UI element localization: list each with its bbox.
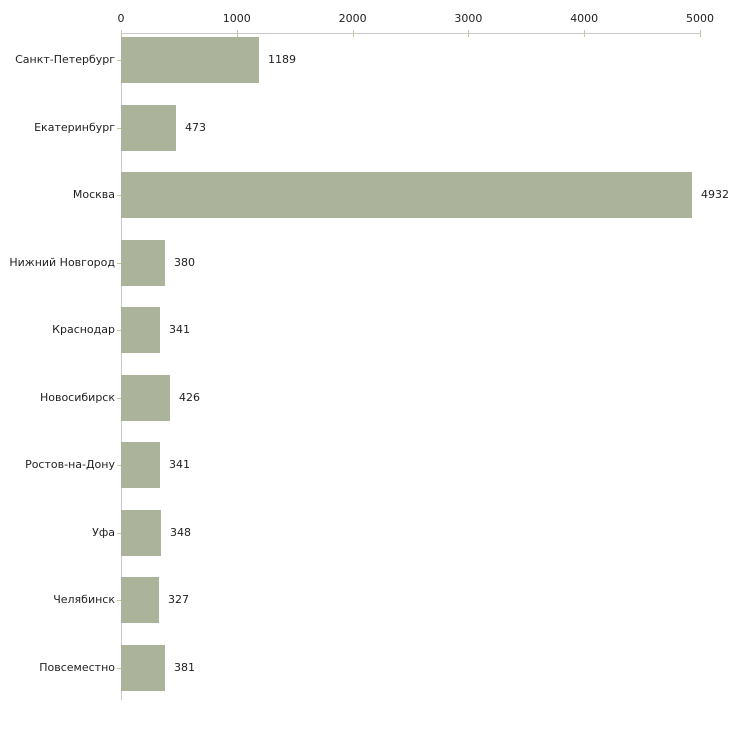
value-label: 380: [174, 256, 195, 269]
bar: [121, 510, 161, 556]
x-axis-tick-mark: [352, 30, 354, 37]
bar: [121, 307, 160, 353]
value-label: 341: [169, 458, 190, 471]
category-label: Ростов-на-Дону: [25, 458, 115, 471]
bar: [121, 37, 259, 83]
value-label: 1189: [268, 53, 296, 66]
category-label: Краснодар: [52, 323, 115, 336]
x-axis-tick-mark: [700, 30, 701, 37]
x-axis-tick-label: 5000: [686, 12, 714, 25]
bar: [121, 105, 176, 151]
x-axis-tick-label: 0: [117, 12, 125, 25]
category-label: Екатеринбург: [34, 121, 115, 134]
category-label: Уфа: [92, 526, 115, 539]
bar: [121, 172, 692, 218]
category-label: Повсеместно: [39, 661, 115, 674]
value-label: 426: [179, 391, 200, 404]
bar: [121, 375, 170, 421]
x-axis-tick-mark: [121, 30, 122, 37]
category-label: Новосибирск: [39, 391, 115, 404]
x-axis-tick-mark: [584, 30, 586, 37]
y-axis-line: [121, 33, 122, 700]
value-label: 381: [174, 661, 195, 674]
category-label: Нижний Новгород: [9, 256, 115, 269]
category-label: Челябинск: [53, 593, 115, 606]
category-label: Санкт-Петербург: [15, 53, 115, 66]
x-axis-tick-mark: [468, 30, 470, 37]
x-axis-tick-label: 3000: [454, 12, 483, 25]
value-label: 473: [185, 121, 206, 134]
x-axis-tick-label: 1000: [222, 12, 251, 25]
x-axis-tick-mark: [236, 30, 238, 37]
bar: [121, 577, 159, 623]
value-label: 4932: [701, 188, 729, 201]
category-label: Москва: [72, 188, 115, 201]
bar: [121, 442, 160, 488]
x-axis-tick-label: 4000: [570, 12, 599, 25]
bar: [121, 645, 165, 691]
x-axis-line: [121, 33, 700, 34]
value-label: 348: [170, 526, 191, 539]
value-label: 341: [169, 323, 190, 336]
value-label: 327: [168, 593, 189, 606]
x-axis-tick-label: 2000: [338, 12, 367, 25]
bar: [121, 240, 165, 286]
